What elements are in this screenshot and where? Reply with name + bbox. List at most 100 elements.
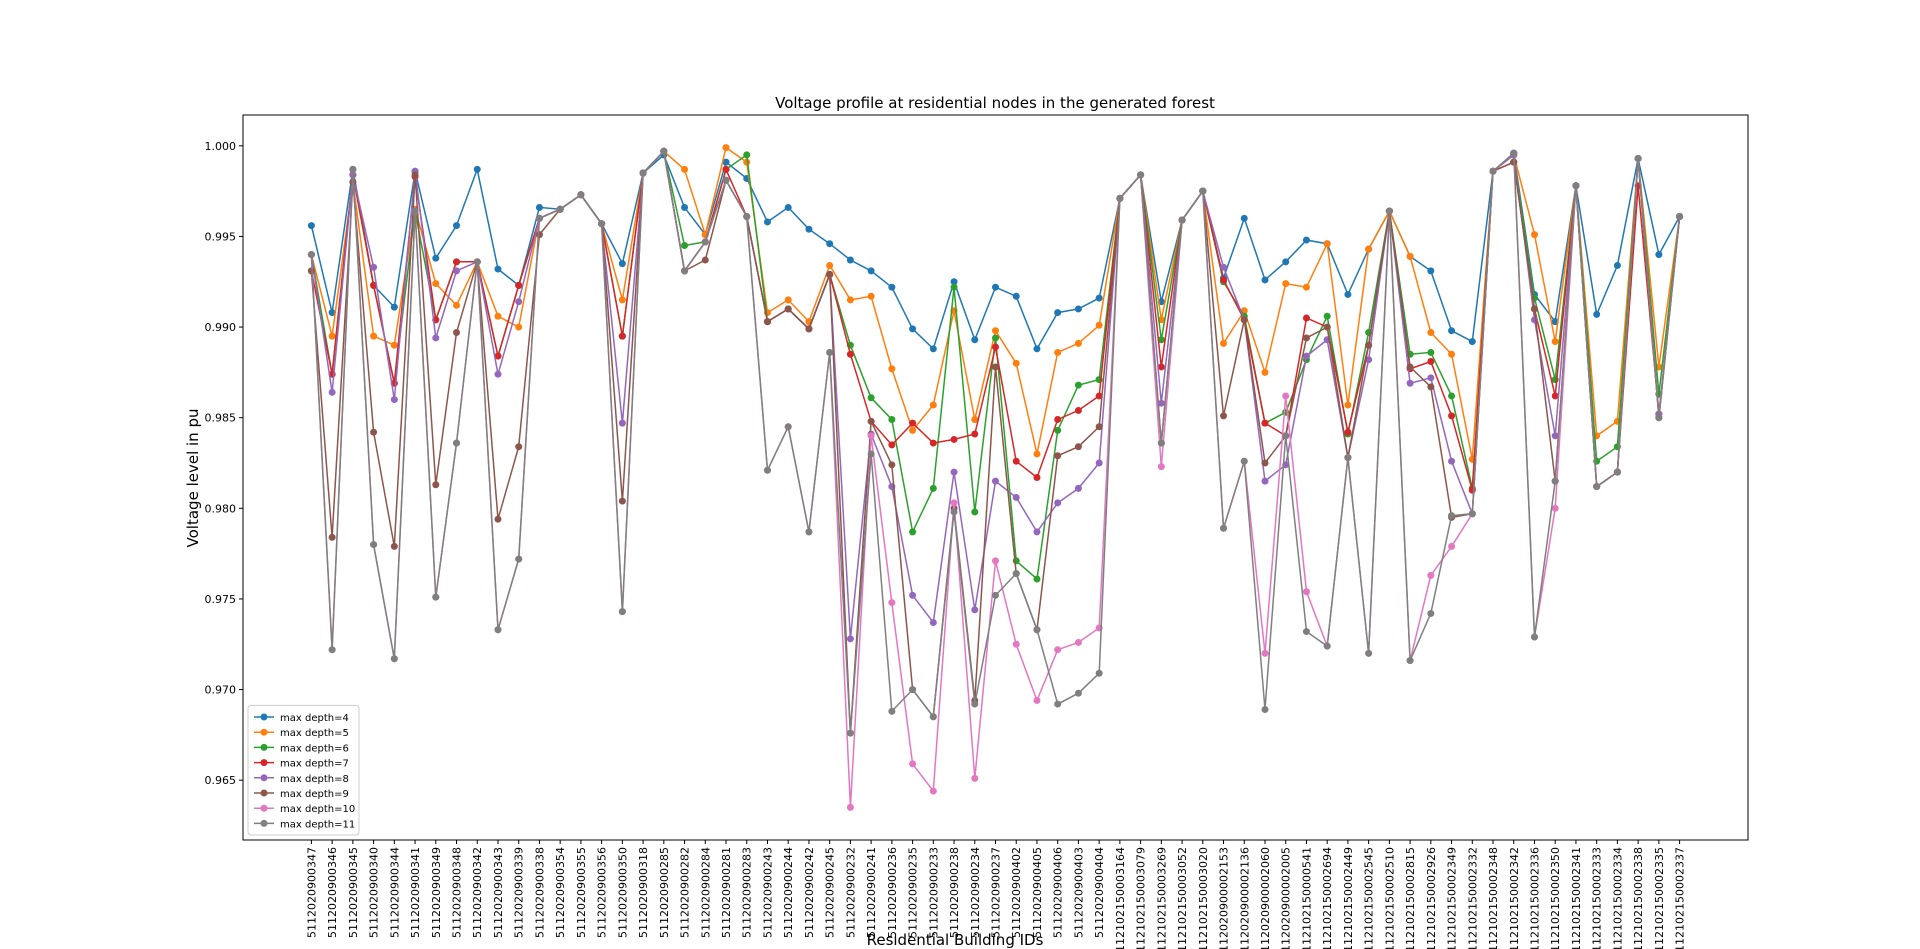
- data-point: [1530, 633, 1538, 641]
- x-tick-label: 5112102150003052: [1176, 847, 1189, 949]
- data-point: [515, 298, 523, 306]
- y-tick-label: 1.000: [205, 140, 237, 153]
- data-point: [473, 165, 481, 173]
- data-point: [370, 281, 378, 289]
- data-point: [1448, 457, 1456, 465]
- data-point: [992, 334, 999, 342]
- data-point: [846, 803, 854, 811]
- data-point: [909, 686, 917, 694]
- data-point: [1220, 276, 1228, 284]
- data-point: [1282, 258, 1290, 266]
- x-tick-label: 5112020900343: [492, 847, 505, 938]
- data-point: [307, 267, 315, 275]
- data-point: [1427, 329, 1435, 336]
- data-point: [1157, 336, 1165, 344]
- data-point: [453, 222, 461, 230]
- data-point: [1095, 392, 1103, 400]
- data-point: [1074, 305, 1082, 313]
- data-point: [929, 713, 937, 721]
- data-point: [1448, 392, 1456, 400]
- data-point: [1074, 381, 1082, 389]
- data-point: [867, 417, 875, 425]
- data-point: [390, 542, 398, 550]
- data-point: [888, 416, 896, 423]
- x-tick-label: 5112020900345: [347, 847, 360, 938]
- x-tick-label: 5112020900403: [1072, 847, 1085, 938]
- data-point: [1489, 167, 1497, 175]
- data-point: [515, 443, 523, 451]
- chart-title: Voltage profile at residential nodes in …: [775, 94, 1215, 112]
- data-point: [1012, 292, 1020, 300]
- data-point: [370, 428, 378, 436]
- data-point: [1220, 412, 1228, 420]
- x-tick-label: 5112020900232: [844, 847, 857, 938]
- x-tick-label: 5112020900354: [554, 847, 567, 938]
- data-point: [1448, 350, 1456, 358]
- data-point: [1344, 454, 1352, 462]
- data-point: [1551, 392, 1559, 400]
- data-point: [1012, 457, 1020, 465]
- legend-label: max depth=9: [280, 789, 349, 800]
- data-point: [1448, 327, 1456, 335]
- data-point: [328, 309, 336, 317]
- x-tick-label: 5112102150002335: [1653, 847, 1666, 949]
- data-point: [867, 450, 875, 458]
- data-point: [1033, 696, 1041, 704]
- data-point: [867, 267, 875, 275]
- data-point: [805, 225, 813, 233]
- data-point: [1323, 323, 1331, 331]
- x-tick-label: 5112020900356: [596, 847, 609, 938]
- data-point: [1074, 339, 1082, 347]
- legend-marker: [260, 743, 268, 751]
- x-tick-label: 5112102150002341: [1570, 847, 1583, 949]
- data-point: [453, 258, 461, 266]
- data-point: [1220, 263, 1228, 271]
- data-point: [888, 283, 896, 291]
- data-point: [328, 332, 336, 340]
- data-point: [390, 396, 398, 404]
- data-point: [929, 439, 937, 447]
- x-tick-label: 5112020900344: [388, 847, 401, 938]
- data-point: [494, 312, 502, 320]
- data-point: [909, 325, 917, 333]
- data-point: [1178, 216, 1186, 224]
- data-point: [950, 283, 958, 291]
- data-point: [1468, 486, 1476, 494]
- x-tick-label: 5112102150003020: [1197, 847, 1210, 949]
- data-point: [1365, 341, 1373, 349]
- data-point: [1551, 432, 1559, 440]
- x-tick-label: 5112102150003269: [1155, 847, 1168, 949]
- data-point: [701, 256, 709, 264]
- data-point: [1012, 640, 1020, 648]
- y-tick-label: 0.965: [205, 774, 237, 787]
- data-point: [992, 327, 999, 335]
- x-tick-label: 5112102150003164: [1114, 847, 1127, 949]
- x-tick-label: 5112102150002338: [1632, 847, 1645, 949]
- data-point: [1613, 261, 1621, 269]
- data-point: [1261, 276, 1269, 284]
- data-point: [1406, 657, 1414, 665]
- x-tick-label: 5112020900245: [824, 847, 837, 938]
- x-tick-label: 5112102150002926: [1425, 847, 1438, 949]
- data-point: [1074, 689, 1082, 697]
- data-point: [535, 231, 543, 239]
- data-point: [867, 432, 875, 440]
- data-point: [390, 303, 398, 311]
- data-point: [1344, 428, 1352, 436]
- data-point: [1261, 459, 1269, 467]
- data-point: [992, 283, 999, 291]
- data-point: [1510, 149, 1518, 157]
- data-point: [950, 508, 958, 516]
- data-point: [1054, 499, 1062, 507]
- data-point: [826, 348, 834, 356]
- data-point: [1572, 182, 1580, 190]
- data-point: [618, 296, 626, 304]
- x-tick-label: 5112020900234: [969, 847, 982, 938]
- data-point: [763, 318, 771, 326]
- data-point: [1365, 649, 1373, 657]
- data-point: [349, 165, 357, 173]
- data-point: [390, 341, 398, 349]
- data-point: [846, 729, 854, 737]
- legend-marker: [260, 728, 268, 736]
- data-point: [1551, 338, 1559, 346]
